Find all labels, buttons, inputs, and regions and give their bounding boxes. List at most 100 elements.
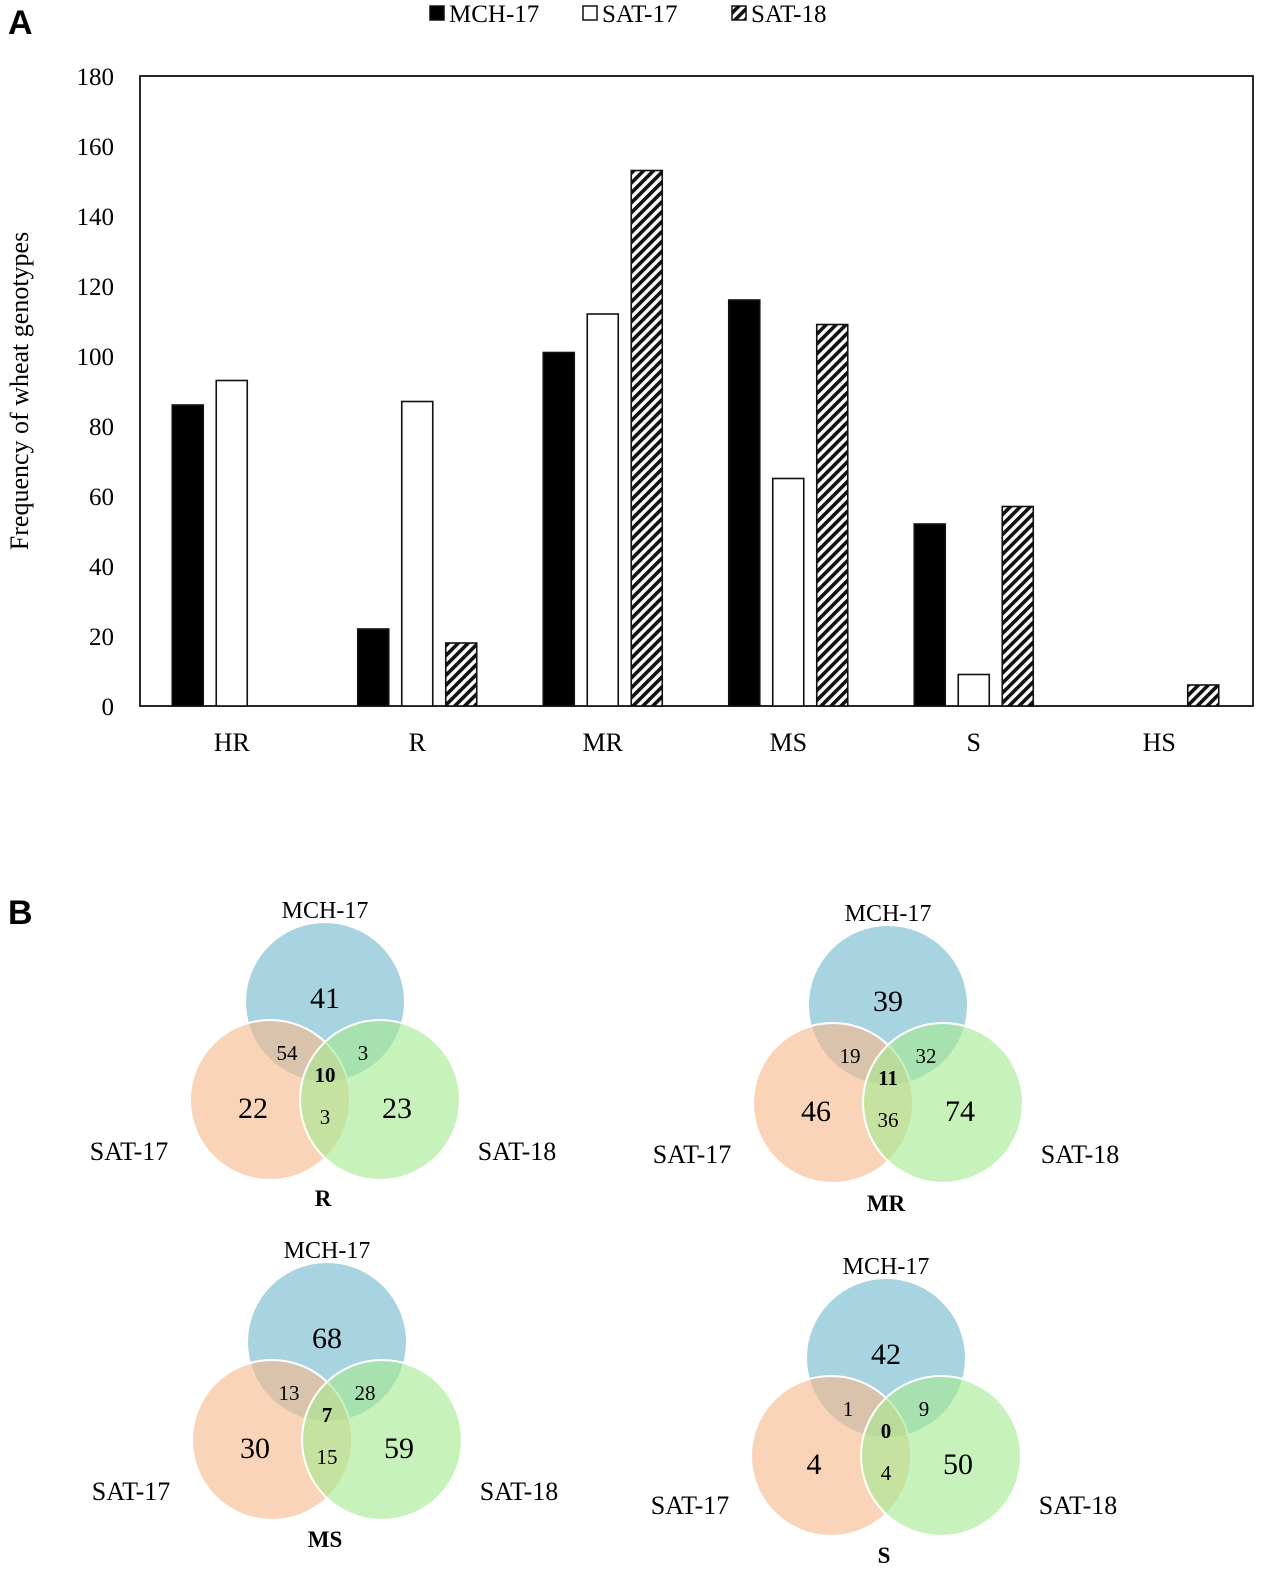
- venn-region-sat17-sat18: 15: [317, 1445, 338, 1469]
- venn-region-sat18-only: 50: [943, 1448, 973, 1481]
- venn-region-mch-sat17: 13: [279, 1381, 300, 1405]
- venn-region-mch-sat18: 9: [919, 1397, 930, 1421]
- venn-set-label-sat-18: SAT-18: [1041, 1140, 1120, 1169]
- bar-r-sat-18: [444, 642, 478, 707]
- venn-region-sat17-only: 30: [240, 1432, 270, 1465]
- x-tick-label-hs: HS: [1143, 728, 1176, 757]
- bar-mr-sat-18: [630, 169, 664, 707]
- venn-set-label-mch-17: MCH-17: [845, 901, 932, 927]
- legend-swatch-sat-18: [731, 5, 747, 21]
- venn-region-mch-sat18: 28: [355, 1381, 376, 1405]
- venn-set-label-sat-18: SAT-18: [480, 1477, 559, 1506]
- venn-region-mch-sat18: 32: [916, 1044, 937, 1068]
- venn-region-mch-sat17: 54: [277, 1041, 299, 1065]
- venn-region-mch-only: 68: [312, 1322, 342, 1355]
- venn-set-label-sat-17: SAT-17: [90, 1137, 169, 1166]
- venn-ms: 68 30 59 13 28 15 7 MCH-17 SAT-17 SAT-18 MS: [92, 1238, 559, 1552]
- venn-region-sat18-only: 74: [945, 1095, 975, 1128]
- venn-region-sat17-only: 22: [238, 1092, 268, 1125]
- bar-hr-mch-17: [171, 404, 205, 707]
- bar-mr-mch-17: [542, 351, 576, 707]
- venn-title: MR: [867, 1191, 906, 1216]
- y-tick-label: 100: [77, 344, 115, 371]
- bar-hr-sat-17: [215, 379, 249, 707]
- x-axis-ticks: HR R MR MS S HS: [214, 728, 1176, 757]
- venn-region-mch-sat17: 19: [840, 1044, 861, 1068]
- y-tick-label: 160: [77, 134, 115, 161]
- x-tick-label-ms: MS: [769, 728, 807, 757]
- x-tick-label-r: R: [409, 728, 427, 757]
- legend-label-mch-17: MCH-17: [449, 1, 539, 28]
- bar-mr-sat-17: [586, 313, 620, 707]
- venn-region-all: 10: [315, 1063, 336, 1087]
- venn-region-all: 0: [881, 1419, 892, 1443]
- venn-region-sat18-only: 59: [384, 1432, 414, 1465]
- y-tick-label: 40: [89, 554, 114, 581]
- venn-region-sat17-only: 46: [801, 1095, 831, 1128]
- venn-set-label-sat-17: SAT-17: [653, 1140, 732, 1169]
- bar-ms-mch-17: [727, 299, 761, 707]
- venn-circle-sat-18: [299, 1019, 461, 1181]
- y-axis-ticks: 0 20 40 60 80 100 120 140 160 180: [77, 64, 115, 721]
- venn-set-label-mch-17: MCH-17: [284, 1238, 371, 1264]
- panel-b-letter: B: [8, 894, 33, 932]
- venn-region-mch-sat18: 3: [358, 1041, 369, 1065]
- venn-circle-sat-18: [301, 1359, 463, 1521]
- venn-region-mch-sat17: 1: [843, 1397, 854, 1421]
- venn-title: R: [315, 1186, 332, 1211]
- venn-s: 42 4 50 1 9 4 0 MCH-17 SAT-17 SAT-18 S: [651, 1254, 1118, 1568]
- y-tick-label: 80: [89, 414, 114, 441]
- venn-r: 41 22 23 54 3 3 10 MCH-17 SAT-17 SAT-18 R: [90, 898, 557, 1211]
- bar-r-mch-17: [356, 628, 390, 707]
- venn-title: MS: [308, 1527, 343, 1552]
- x-tick-label-hr: HR: [214, 728, 251, 757]
- venn-circle-sat-18: [860, 1375, 1022, 1537]
- venn-region-sat17-sat18: 36: [878, 1108, 899, 1132]
- venn-set-label-sat-18: SAT-18: [1039, 1491, 1118, 1520]
- venn-region-mch-only: 42: [871, 1338, 901, 1371]
- x-tick-label-mr: MR: [583, 728, 624, 757]
- venn-region-sat17-sat18: 3: [320, 1105, 331, 1129]
- bar-ms-sat-17: [771, 477, 805, 707]
- y-tick-label: 60: [89, 484, 114, 511]
- y-tick-label: 20: [89, 624, 114, 651]
- chart-legend: MCH-17 SAT-17 SAT-18: [429, 1, 827, 28]
- venn-title: S: [878, 1543, 891, 1568]
- venn-region-sat17-sat18: 4: [881, 1461, 892, 1485]
- y-tick-label: 180: [77, 64, 115, 91]
- venn-region-sat18-only: 23: [382, 1092, 412, 1125]
- venn-region-mch-only: 39: [873, 985, 903, 1018]
- venn-set-label-mch-17: MCH-17: [843, 1254, 930, 1280]
- plot-frame: [139, 75, 1254, 707]
- legend-swatch-sat-17: [582, 5, 598, 21]
- venn-set-label-sat-18: SAT-18: [478, 1137, 557, 1166]
- venn-set-label-sat-17: SAT-17: [92, 1477, 171, 1506]
- venn-region-mch-only: 41: [310, 982, 340, 1015]
- x-tick-label-s: S: [967, 728, 981, 757]
- venn-region-sat17-only: 4: [807, 1448, 822, 1481]
- venn-region-all: 7: [322, 1403, 333, 1427]
- venn-mr: 39 46 74 19 32 36 11 MCH-17 SAT-17 SAT-18 MR: [653, 901, 1120, 1216]
- bars: [171, 169, 1220, 707]
- bar-chart: 0 20 40 60 80 100 120 140 160 180 HR R MR MS S HS Freq…: [5, 64, 1254, 757]
- venn-circle-sat-18: [862, 1022, 1024, 1184]
- bar-s-sat-17: [957, 673, 991, 707]
- venn-set-label-mch-17: MCH-17: [282, 898, 369, 924]
- bar-r-sat-17: [400, 400, 434, 707]
- legend-swatch-mch-17: [429, 5, 445, 21]
- venn-set-label-sat-17: SAT-17: [651, 1491, 730, 1520]
- legend-label-sat-18: SAT-18: [751, 1, 827, 28]
- legend-label-sat-17: SAT-17: [602, 1, 678, 28]
- y-tick-label: 120: [77, 274, 115, 301]
- bar-ms-sat-18: [815, 323, 849, 707]
- y-axis-label: Frequency of wheat genotypes: [5, 232, 34, 550]
- bar-s-sat-18: [1001, 505, 1035, 707]
- bar-hs-sat-18: [1186, 684, 1220, 707]
- panel-a-letter: A: [8, 4, 33, 42]
- bar-s-mch-17: [913, 523, 947, 707]
- venn-region-all: 11: [878, 1066, 898, 1090]
- y-tick-label: 140: [77, 204, 115, 231]
- y-tick-label: 0: [102, 694, 115, 721]
